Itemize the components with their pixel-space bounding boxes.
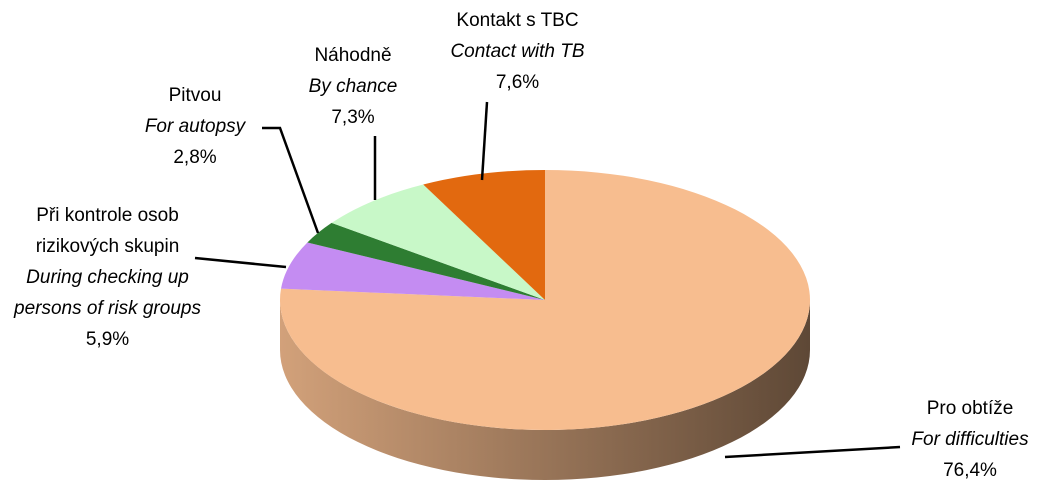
slice-label: Kontakt s TBC Contact with TB 7,6% — [430, 5, 605, 98]
label-czech: Pro obtíže — [926, 398, 1014, 419]
slice-label: Pro obtíže For difficulties 76,4% — [895, 393, 1044, 486]
leader-line — [724, 445, 901, 459]
value-label: 5,9% — [85, 329, 130, 350]
slice-side — [280, 300, 810, 480]
label-english: For autopsy — [144, 116, 246, 137]
slice — [307, 222, 545, 300]
label-czech: Při kontrole osob rizikových skupin — [35, 205, 180, 257]
label-english: By chance — [308, 76, 398, 97]
label-czech: Náhodně — [314, 45, 392, 66]
slice-label: Pitvou For autopsy 2,8% — [130, 80, 260, 173]
label-english: For difficulties — [911, 429, 1029, 450]
value-label: 7,3% — [331, 107, 375, 128]
slice — [423, 170, 545, 300]
leader-line — [262, 126, 320, 234]
leader-line — [194, 256, 287, 269]
slice-label: Při kontrole osob rizikových skupin Durin… — [10, 200, 205, 355]
slice — [331, 184, 545, 300]
value-label: 2,8% — [173, 147, 217, 168]
leader-line — [480, 101, 489, 181]
label-english: During checking up persons of risk group… — [14, 267, 201, 319]
value-label: 7,6% — [495, 72, 540, 93]
label-czech: Pitvou — [168, 85, 222, 106]
label-english: Contact with TB — [450, 41, 585, 62]
slice-label: Náhodně By chance 7,3% — [290, 40, 416, 133]
value-label: 76,4% — [943, 460, 997, 481]
label-czech: Kontakt s TBC — [456, 10, 579, 31]
slice — [281, 242, 545, 300]
